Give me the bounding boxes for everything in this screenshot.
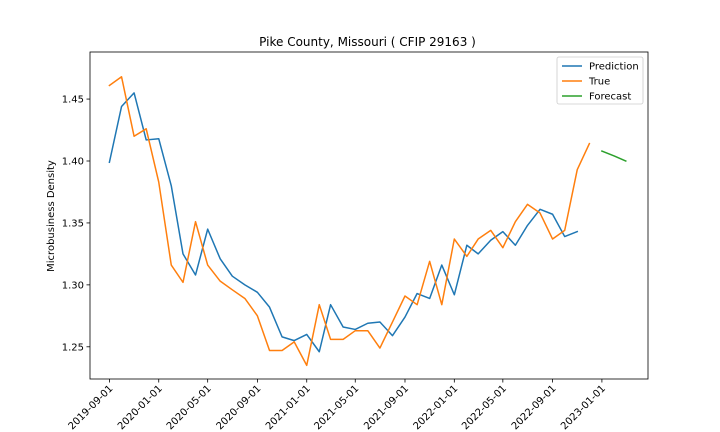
series-line-forecast <box>600 150 627 162</box>
y-tick-label: 1.45 <box>62 95 84 106</box>
legend-box <box>556 56 644 105</box>
plot-area <box>108 76 627 367</box>
legend: Prediction True Forecast <box>556 56 644 105</box>
x-tick-label: 2022-01-01 <box>412 383 461 432</box>
series-line-prediction <box>108 92 579 353</box>
x-tick-label: 2020-01-01 <box>116 383 165 432</box>
x-tick-label: 2021-09-01 <box>362 383 411 432</box>
legend-label-forecast: Forecast <box>589 92 631 103</box>
x-tick-label: 2021-05-01 <box>312 383 361 432</box>
x-tick-label: 2022-05-01 <box>460 383 509 432</box>
x-tick-label: 2021-01-01 <box>264 383 313 432</box>
legend-label-true: True <box>588 77 610 88</box>
y-tick-label: 1.40 <box>62 157 84 168</box>
legend-label-prediction: Prediction <box>589 62 639 73</box>
axes-frame <box>89 51 649 380</box>
y-tick-label: 1.30 <box>62 280 84 291</box>
y-tick-label: 1.25 <box>62 342 84 353</box>
x-tick-label: 2020-09-01 <box>215 383 264 432</box>
y-axis: 1.25 1.30 1.35 1.40 1.45 <box>62 95 90 353</box>
y-axis-label: Microbusiness Density <box>46 160 57 272</box>
x-tick-label: 2020-05-01 <box>165 383 214 432</box>
x-tick-label: 2019-09-01 <box>67 383 116 432</box>
y-tick-label: 1.35 <box>62 218 84 229</box>
chart-title: Pike County, Missouri ( CFIP 29163 ) <box>259 35 476 49</box>
x-tick-label: 2023-01-01 <box>559 383 608 432</box>
x-tick-label: 2022-09-01 <box>510 383 559 432</box>
series-line-true <box>108 76 591 367</box>
x-axis: 2019-09-01 2020-01-01 2020-05-01 2020-09-01… <box>67 379 608 432</box>
